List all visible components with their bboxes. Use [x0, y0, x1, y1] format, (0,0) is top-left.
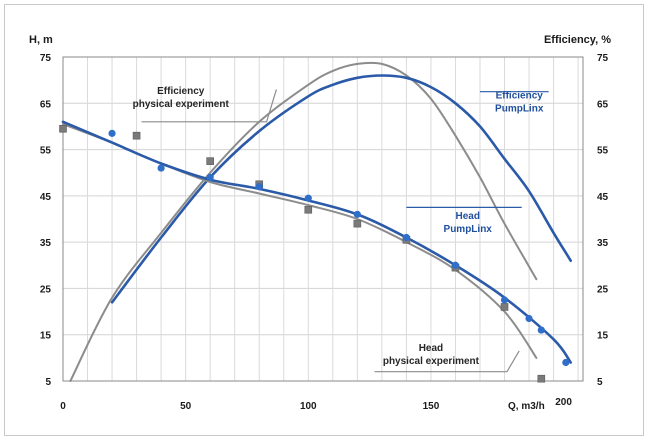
x-tick-label: 50: [180, 401, 192, 412]
chart-frame: H, m Efficiency, % Efficiency physical ex…: [4, 4, 644, 436]
annotation-leader: [141, 89, 277, 123]
y-tick-left: 55: [40, 146, 52, 157]
x-axis-label: Q, m3/h: [508, 401, 545, 412]
y-tick-left: 65: [40, 99, 52, 110]
annotation-label: PumpLinx: [495, 104, 544, 115]
annotation-label: physical experiment: [133, 99, 230, 110]
series-line: [69, 61, 538, 382]
annotation-label: Efficiency: [496, 91, 544, 102]
x-tick-label: 200: [555, 397, 572, 408]
y-tick-left: 15: [40, 331, 52, 342]
y-tick-left: 35: [40, 238, 52, 249]
y-tick-left: 45: [40, 192, 52, 203]
data-point-pumplinx: [451, 261, 460, 269]
y-tick-left: 25: [40, 284, 52, 295]
annotation-leader: [374, 350, 520, 373]
y-tick-left: 75: [40, 53, 52, 64]
data-point-pumplinx: [157, 164, 165, 172]
data-point-experiment: [132, 131, 141, 140]
data-point-experiment: [353, 219, 362, 228]
data-point-experiment: [500, 303, 509, 311]
y-tick-left: 5: [45, 377, 51, 388]
y-tick-right: 55: [597, 146, 609, 157]
y-tick-right: 35: [597, 238, 609, 249]
series-layer: [59, 61, 572, 383]
y-tick-right: 65: [597, 99, 609, 110]
annotation-label: Head: [419, 343, 443, 354]
annotation-layer: Efficiency physical experiment Efficiency P…: [133, 86, 549, 373]
y-axis-left-label: H, m: [29, 34, 53, 46]
y-axis-right-label: Efficiency, %: [544, 34, 611, 46]
annotation-label: Efficiency: [157, 86, 205, 97]
annotation-label: Head: [455, 211, 479, 222]
data-point-pumplinx: [525, 314, 533, 323]
data-point-pumplinx: [500, 296, 509, 304]
data-point-pumplinx: [562, 358, 570, 367]
y-tick-right: 25: [597, 284, 609, 295]
data-point-experiment: [304, 205, 313, 214]
data-point-pumplinx: [353, 210, 361, 218]
series-line: [62, 123, 538, 359]
data-point-pumplinx: [255, 183, 263, 191]
y-tick-right: 15: [597, 331, 609, 342]
y-tick-right: 5: [597, 377, 603, 388]
data-point-pumplinx: [108, 129, 116, 137]
annotation-label: physical experiment: [383, 356, 480, 367]
x-tick-label: 100: [300, 401, 317, 412]
series-line: [61, 120, 572, 364]
annotation-label: PumpLinx: [444, 224, 493, 235]
data-point-experiment: [59, 124, 67, 133]
data-point-pumplinx: [537, 326, 545, 334]
data-point-experiment: [537, 374, 546, 383]
y-tick-right: 45: [597, 192, 609, 203]
data-point-pumplinx: [304, 194, 312, 202]
grid: [62, 56, 584, 382]
x-tick-label: 0: [60, 401, 66, 412]
data-point-pumplinx: [402, 233, 410, 242]
y-tick-right: 75: [597, 53, 609, 64]
series-line: [110, 74, 572, 304]
data-point-pumplinx: [206, 173, 214, 181]
plot-border: [62, 56, 584, 382]
pump-performance-chart: H, m Efficiency, % Efficiency physical ex…: [29, 34, 611, 412]
x-tick-label: 150: [423, 401, 440, 412]
data-point-experiment: [206, 157, 214, 165]
